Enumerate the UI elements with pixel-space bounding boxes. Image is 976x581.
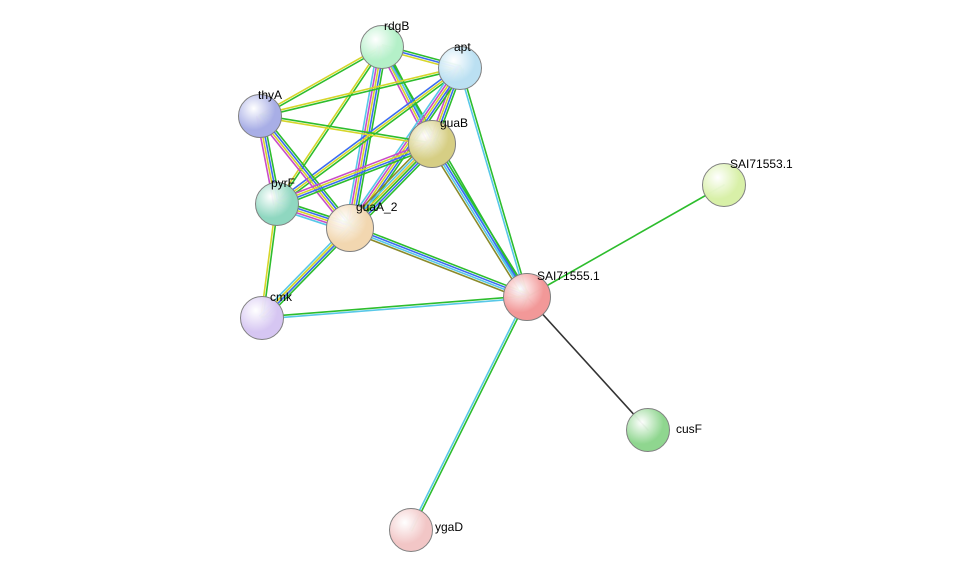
- edge: [433, 143, 528, 296]
- node-label-rdgB: rdgB: [384, 19, 409, 33]
- node-label-ygaD: ygaD: [435, 520, 463, 534]
- edge: [410, 297, 526, 530]
- network-graph: rdgB apt thyA guaB pyrF guaA_2cmk SAI71555.1 SA…: [0, 0, 976, 581]
- edge-layer: [0, 0, 976, 581]
- edge: [260, 117, 432, 145]
- edge: [527, 297, 648, 430]
- edge: [435, 142, 530, 295]
- node-label-SAI71553: SAI71553.1: [730, 157, 793, 171]
- node-label-guaB: guaB: [440, 116, 468, 130]
- node-label-pyrF: pyrF: [271, 176, 295, 190]
- node-label-apt: apt: [454, 40, 471, 54]
- node-label-SAI71555: SAI71555.1: [537, 269, 600, 283]
- edge: [260, 115, 432, 143]
- edge: [461, 68, 528, 297]
- node-label-guaA_2: guaA_2: [356, 200, 397, 214]
- node-cusF[interactable]: [626, 408, 670, 452]
- edge: [349, 231, 526, 300]
- edge: [262, 298, 527, 319]
- edge: [262, 296, 527, 317]
- edge: [350, 229, 527, 298]
- node-label-thyA: thyA: [258, 88, 282, 102]
- node-label-cusF: cusF: [676, 422, 702, 436]
- edge: [459, 68, 526, 297]
- edge: [412, 297, 528, 530]
- node-ygaD[interactable]: [389, 508, 433, 552]
- node-label-cmk: cmk: [270, 290, 292, 304]
